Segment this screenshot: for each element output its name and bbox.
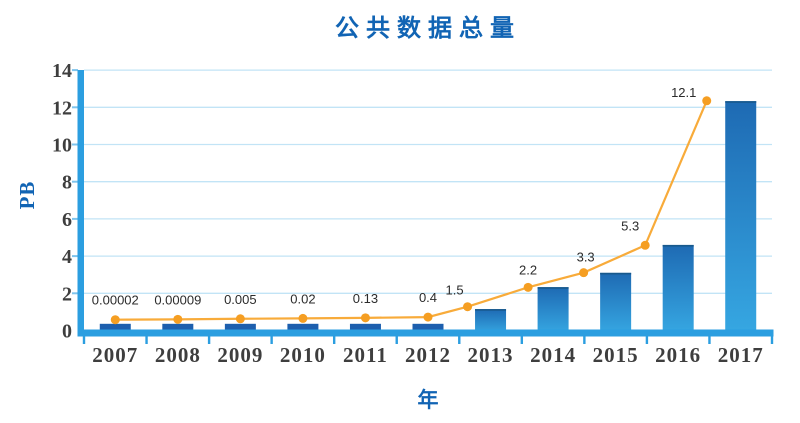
bar-2007 [99, 323, 131, 334]
value-label-2008: 0.00009 [154, 292, 201, 307]
x-tick-label-2009: 2009 [217, 343, 263, 367]
line-marker-2012 [423, 312, 433, 322]
line-marker-2009 [235, 314, 245, 324]
x-tick-label-2013: 2013 [468, 343, 514, 367]
value-label-2014: 2.2 [519, 262, 537, 277]
x-tick-label-2010: 2010 [280, 343, 326, 367]
y-tick-label-8: 8 [62, 172, 72, 194]
x-tick-mark [145, 336, 148, 344]
x-tick-mark [395, 336, 398, 344]
x-axis-line [77, 329, 774, 337]
x-tick-label-2015: 2015 [593, 343, 639, 367]
y-tick-label-2: 2 [62, 283, 72, 305]
x-tick-label-2014: 2014 [530, 343, 576, 367]
line-marker-2014 [523, 282, 533, 292]
line-marker-2015 [579, 268, 589, 278]
value-label-2012: 0.4 [419, 290, 437, 305]
line-marker-2017 [702, 96, 712, 106]
x-tick-label-2016: 2016 [655, 343, 701, 367]
bar-top-edge [537, 287, 569, 289]
x-tick-mark [458, 336, 461, 344]
bar-2013 [475, 309, 507, 334]
bar-2014 [537, 287, 569, 334]
x-tick-mark [207, 336, 211, 344]
x-tick-mark [270, 336, 273, 344]
value-label-2010: 0.02 [290, 291, 315, 306]
x-tick-mark [770, 336, 774, 344]
line-marker-2011 [360, 313, 370, 323]
bar-top-edge [725, 101, 757, 103]
value-label-2011: 0.13 [353, 291, 378, 306]
y-tick-label-4: 4 [62, 246, 72, 268]
y-tick-label-12: 12 [52, 97, 72, 119]
y-tick-label-6: 6 [62, 209, 72, 231]
bar-2012 [412, 323, 444, 334]
bar-2015 [600, 272, 632, 334]
line-marker-2013 [463, 302, 473, 312]
value-label-2013: 1.5 [446, 283, 464, 298]
x-tick-label-2008: 2008 [155, 343, 201, 367]
x-tick-label-2017: 2017 [718, 343, 764, 367]
value-label-2015: 3.3 [577, 250, 595, 265]
x-axis-title: 年 [417, 389, 439, 412]
x-tick-mark [82, 336, 86, 344]
bar-top-edge [662, 244, 694, 247]
bar-2017 [725, 101, 757, 334]
x-tick-label-2007: 2007 [92, 343, 138, 367]
x-tick-mark [708, 336, 711, 344]
line-marker-2007 [110, 315, 120, 325]
y-tick-label-0: 0 [62, 321, 72, 343]
x-tick-mark [332, 336, 336, 344]
bar-2010 [287, 323, 319, 334]
value-label-2016: 5.3 [621, 218, 639, 233]
bar-top-edge [600, 272, 632, 275]
bar-2016 [662, 244, 694, 334]
chart-title: 公共数据总量 [335, 15, 521, 42]
bar-2011 [349, 323, 381, 334]
y-axis-line [77, 70, 84, 336]
y-tick-label-14: 14 [52, 60, 72, 82]
line-marker-2008 [173, 314, 183, 324]
bar-2009 [224, 323, 256, 334]
line-marker-2016 [640, 240, 650, 250]
x-tick-mark [520, 336, 524, 344]
line-marker-2010 [298, 313, 308, 323]
y-tick-label-10: 10 [52, 135, 72, 157]
value-label-2017: 12.1 [671, 85, 696, 100]
bar-2008 [162, 323, 194, 334]
x-tick-mark [583, 336, 586, 344]
value-label-2009: 0.005 [224, 292, 257, 307]
x-tick-label-2012: 2012 [405, 343, 451, 367]
x-tick-label-2011: 2011 [343, 343, 388, 367]
x-tick-mark [645, 336, 649, 344]
bar-top-edge [475, 309, 507, 311]
value-label-2007: 0.00002 [92, 293, 139, 308]
